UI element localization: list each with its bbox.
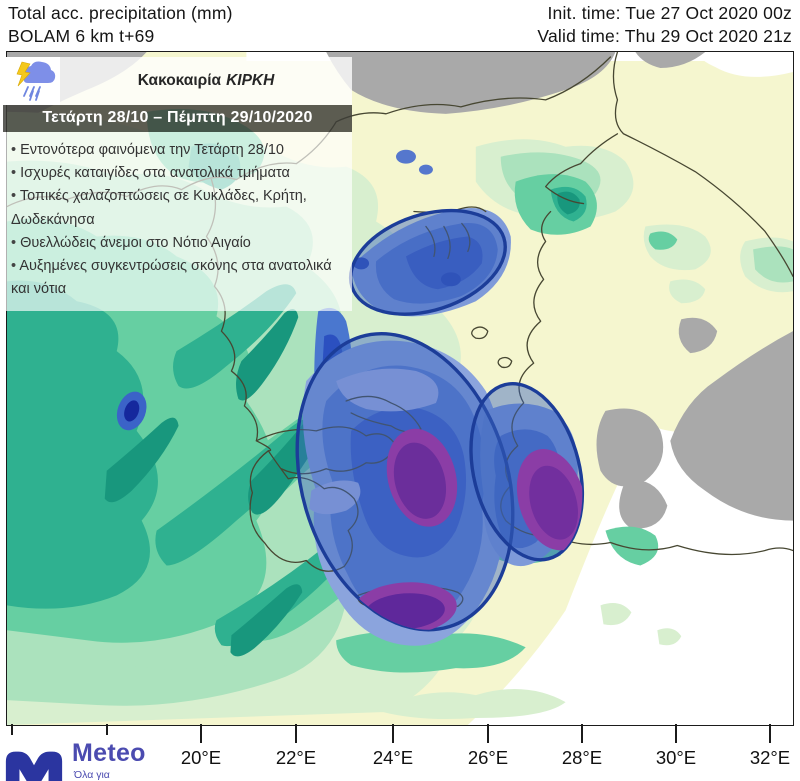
storm-bullet: Ισχυρές καταιγίδες στα ανατολικά τμήματα xyxy=(11,162,344,185)
axis-tick xyxy=(11,724,13,743)
axis-label: 22°E xyxy=(275,747,317,768)
axis-label: 26°E xyxy=(467,747,509,768)
axis-label: 30°E xyxy=(655,747,697,768)
axis-tick xyxy=(295,724,297,743)
storm-bullet: Εντονότερα φαινόμενα την Τετάρτη 28/10 xyxy=(11,139,344,162)
axis-label: 32°E xyxy=(749,747,791,768)
init-time: Init. time: Tue 27 Oct 2020 00z xyxy=(547,3,792,23)
storm-name: ΚΙΡΚΗ xyxy=(226,72,275,89)
storm-title-prefix: Κακοκαιρία xyxy=(137,72,222,89)
meteo-logo-icon xyxy=(5,751,63,781)
axis-label: 28°E xyxy=(561,747,603,768)
storm-bullet: Θυελλώδεις άνεμοι στο Νότιο Αιγαίο xyxy=(11,232,344,255)
axis-tick xyxy=(106,724,108,743)
axis-tick xyxy=(487,724,489,743)
storm-icon xyxy=(5,57,60,105)
storm-title: Κακοκαιρία ΚΙΡΚΗ xyxy=(60,57,352,105)
hail-core-dodecanese xyxy=(516,449,587,551)
storm-bullet-list: Εντονότερα φαινόμενα την Τετάρτη 28/10 Ι… xyxy=(11,139,344,301)
map-title: Total acc. precipitation (mm) xyxy=(8,3,233,23)
axis-tick xyxy=(675,724,677,743)
axis-label: 20°E xyxy=(180,747,222,768)
axis-label: 24°E xyxy=(372,747,414,768)
axis-tick xyxy=(769,724,771,743)
storm-bullet: Αυξημένες συγκεντρώσεις σκόνης στα ανατο… xyxy=(11,255,344,301)
storm-bullet: Τοπικές χαλαζοπτώσεις σε Κυκλάδες, Κρήτη… xyxy=(11,185,344,231)
meteo-logo-name: Meteo xyxy=(72,739,146,767)
meteo-logo: Meteo Όλα για xyxy=(0,735,170,781)
meteo-logo-tagline: Όλα για xyxy=(74,769,110,781)
storm-ellipse-north xyxy=(348,208,507,316)
time-block: Init. time: Tue 27 Oct 2020 00z Valid ti… xyxy=(537,2,792,48)
axis-tick xyxy=(200,724,202,743)
axis-tick xyxy=(392,724,394,743)
storm-info-box: Κακοκαιρία ΚΙΡΚΗ Τετάρτη 28/10 – Πέμπτη … xyxy=(3,57,352,312)
valid-time: Valid time: Thu 29 Oct 2020 21z xyxy=(537,26,792,46)
storm-title-row: Κακοκαιρία ΚΙΡΚΗ xyxy=(3,57,352,105)
storm-date-range: Τετάρτη 28/10 – Πέμπτη 29/10/2020 xyxy=(3,105,352,132)
axis-tick xyxy=(581,724,583,743)
storm-bullets-panel: Εντονότερα φαινόμενα την Τετάρτη 28/10 Ι… xyxy=(3,132,352,312)
map-title-block: Total acc. precipitation (mm) BOLAM 6 km… xyxy=(8,2,233,48)
storm-precip-north xyxy=(351,208,511,317)
model-label: BOLAM 6 km t+69 xyxy=(8,26,155,46)
